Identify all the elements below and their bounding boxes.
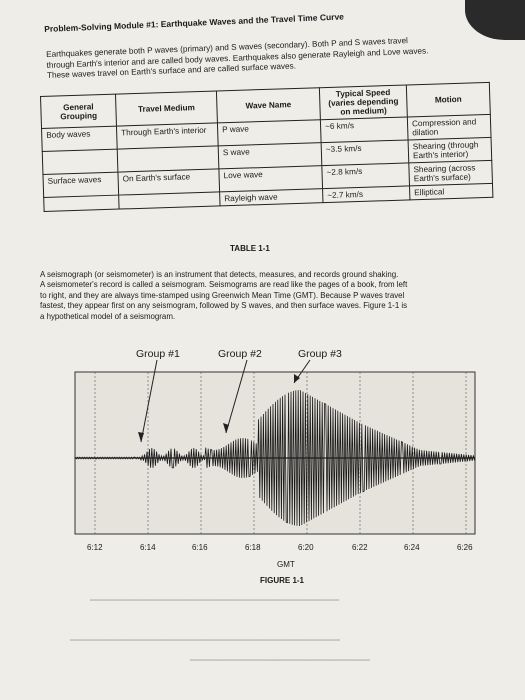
paragraph-line: to right, and they are always time-stamp… <box>40 290 405 300</box>
group2-arrowhead <box>223 423 229 433</box>
group1-label: Group #1 <box>136 348 180 360</box>
figure-caption: FIGURE 1-1 <box>260 576 305 585</box>
bleed-through-text: ▔▔▔▔▔▔▔▔▔▔▔▔▔▔▔▔▔▔▔▔▔▔▔▔▔▔▔▔▔▔▔▔▔▔▔▔ <box>90 600 340 610</box>
group1-arrow <box>140 359 158 443</box>
bleed-through-text: ▔▔▔▔▔▔▔▔▔▔▔▔▔▔▔▔▔▔▔▔▔▔▔▔▔▔▔▔▔▔▔▔▔▔▔▔▔▔▔ <box>70 640 340 650</box>
time-tick-label: 6:20 <box>298 543 314 552</box>
group2-arrow <box>225 359 248 434</box>
seismogram-trace <box>74 390 475 527</box>
group3-arrowhead <box>294 374 300 383</box>
group2-label: Group #2 <box>218 348 262 360</box>
paragraph-line: fastest, they appear first on any seismo… <box>40 301 408 311</box>
time-tick-label: 6:14 <box>140 543 156 552</box>
paragraph-line: a hypothetical model of a seismogram. <box>40 311 176 321</box>
bleed-through-text: ▔▔▔▔▔▔▔▔▔▔▔▔▔▔▔▔▔▔▔▔▔▔▔▔▔▔ <box>190 660 370 670</box>
time-tick-label: 6:12 <box>87 543 103 552</box>
group1-arrowhead <box>138 432 144 442</box>
seismogram-waveform <box>74 390 475 527</box>
time-tick-label: 6:26 <box>457 543 473 552</box>
paragraph-line: A seismometer's record is called a seism… <box>40 280 408 290</box>
time-tick-label: 6:24 <box>404 543 420 552</box>
time-tick-label: 6:16 <box>192 543 208 552</box>
time-tick-label: 6:22 <box>352 543 368 552</box>
table-caption: TABLE 1-1 <box>230 244 270 253</box>
group3-label: Group #3 <box>298 348 342 360</box>
x-axis-label: GMT <box>277 560 295 569</box>
seismograph-paragraph: A seismograph (or seismometer) is an ins… <box>40 270 510 322</box>
paragraph-line: A seismograph (or seismometer) is an ins… <box>40 270 399 279</box>
time-tick-label: 6:18 <box>245 543 261 552</box>
